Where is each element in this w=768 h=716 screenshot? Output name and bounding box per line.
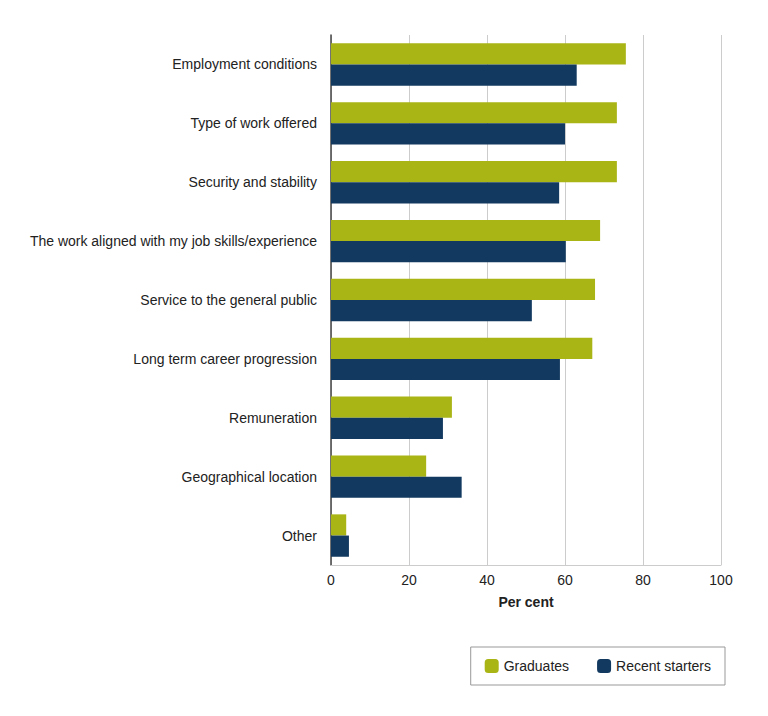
svg-text:100: 100 <box>709 572 733 588</box>
svg-text:Per cent: Per cent <box>498 594 554 610</box>
svg-text:Geographical location: Geographical location <box>182 469 317 485</box>
svg-text:Type of work offered: Type of work offered <box>190 115 317 131</box>
svg-text:Graduates: Graduates <box>504 658 569 674</box>
svg-text:0: 0 <box>327 572 335 588</box>
svg-text:Security and stability: Security and stability <box>189 174 317 190</box>
svg-text:Remuneration: Remuneration <box>229 410 317 426</box>
svg-text:Recent starters: Recent starters <box>616 658 711 674</box>
svg-text:Long term career progression: Long term career progression <box>133 351 317 367</box>
svg-text:The work aligned with my job s: The work aligned with my job skills/expe… <box>30 233 317 249</box>
svg-text:80: 80 <box>635 572 651 588</box>
svg-text:Other: Other <box>282 528 317 544</box>
svg-text:Employment conditions: Employment conditions <box>172 56 317 72</box>
svg-text:20: 20 <box>401 572 417 588</box>
svg-text:Service to the general public: Service to the general public <box>140 292 317 308</box>
svg-text:60: 60 <box>557 572 573 588</box>
svg-text:40: 40 <box>479 572 495 588</box>
